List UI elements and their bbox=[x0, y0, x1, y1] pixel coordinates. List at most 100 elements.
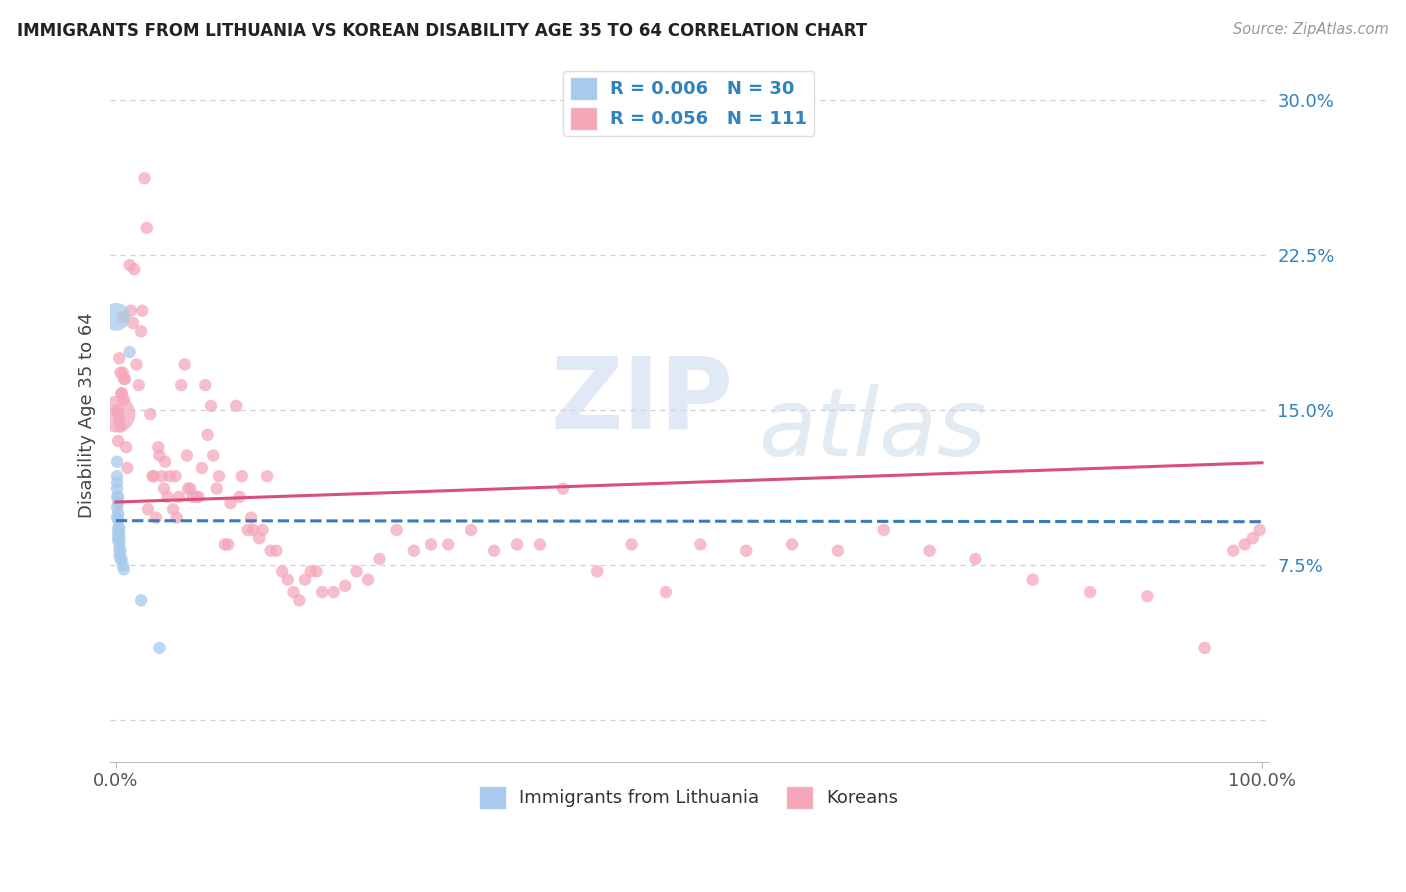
Point bbox=[105, 482, 128, 496]
Point bbox=[136, 502, 159, 516]
Point bbox=[1241, 531, 1264, 545]
Point bbox=[107, 513, 129, 527]
Point bbox=[194, 378, 217, 392]
Point bbox=[277, 573, 299, 587]
Point bbox=[105, 469, 128, 483]
Point bbox=[153, 482, 176, 496]
Text: atlas: atlas bbox=[758, 384, 987, 475]
Point bbox=[299, 565, 322, 579]
Point bbox=[107, 521, 129, 535]
Point bbox=[166, 510, 188, 524]
Point bbox=[965, 552, 987, 566]
Point bbox=[170, 378, 193, 392]
Point bbox=[506, 537, 529, 551]
Point bbox=[1249, 523, 1271, 537]
Point bbox=[128, 378, 150, 392]
Point bbox=[107, 496, 129, 510]
Point bbox=[217, 537, 239, 551]
Point bbox=[252, 523, 274, 537]
Point bbox=[110, 543, 132, 558]
Point bbox=[111, 552, 134, 566]
Point bbox=[108, 521, 131, 535]
Point bbox=[1136, 589, 1159, 603]
Point bbox=[105, 407, 128, 421]
Point bbox=[283, 585, 305, 599]
Point bbox=[208, 469, 231, 483]
Point bbox=[1222, 543, 1244, 558]
Point bbox=[266, 543, 288, 558]
Point bbox=[177, 482, 200, 496]
Point bbox=[117, 461, 139, 475]
Point bbox=[108, 531, 131, 545]
Point bbox=[111, 366, 134, 380]
Point bbox=[108, 413, 131, 427]
Text: ZIP: ZIP bbox=[550, 352, 733, 450]
Point bbox=[620, 537, 643, 551]
Point bbox=[110, 419, 132, 434]
Point bbox=[112, 562, 135, 576]
Legend: Immigrants from Lithuania, Koreans: Immigrants from Lithuania, Koreans bbox=[472, 780, 905, 815]
Point bbox=[256, 469, 278, 483]
Point bbox=[112, 372, 135, 386]
Point bbox=[108, 351, 131, 366]
Point bbox=[420, 537, 443, 551]
Point bbox=[105, 510, 128, 524]
Point bbox=[402, 543, 425, 558]
Point bbox=[460, 523, 482, 537]
Point bbox=[346, 565, 368, 579]
Point bbox=[780, 537, 803, 551]
Point bbox=[122, 262, 145, 277]
Point bbox=[153, 455, 176, 469]
Point bbox=[148, 640, 170, 655]
Point bbox=[118, 345, 141, 359]
Y-axis label: Disability Age 35 to 64: Disability Age 35 to 64 bbox=[79, 312, 96, 518]
Point bbox=[108, 527, 131, 541]
Point bbox=[159, 469, 181, 483]
Point bbox=[111, 386, 134, 401]
Point bbox=[148, 449, 170, 463]
Point bbox=[225, 399, 247, 413]
Point bbox=[105, 475, 128, 490]
Point bbox=[105, 403, 128, 417]
Point bbox=[259, 543, 281, 558]
Point bbox=[108, 535, 131, 549]
Point bbox=[322, 585, 344, 599]
Point bbox=[240, 510, 263, 524]
Point bbox=[112, 392, 135, 407]
Point bbox=[111, 386, 134, 401]
Point bbox=[150, 469, 173, 483]
Point bbox=[111, 558, 134, 573]
Point bbox=[242, 523, 264, 537]
Point bbox=[110, 366, 132, 380]
Point bbox=[129, 324, 152, 338]
Point bbox=[735, 543, 758, 558]
Point bbox=[197, 427, 219, 442]
Point bbox=[125, 358, 148, 372]
Point bbox=[231, 469, 253, 483]
Point bbox=[311, 585, 333, 599]
Point bbox=[167, 490, 190, 504]
Point bbox=[107, 529, 129, 543]
Point bbox=[827, 543, 849, 558]
Point bbox=[118, 258, 141, 272]
Point bbox=[247, 531, 270, 545]
Point bbox=[219, 496, 242, 510]
Point bbox=[200, 399, 222, 413]
Point bbox=[139, 407, 162, 421]
Point bbox=[205, 482, 228, 496]
Point bbox=[333, 579, 356, 593]
Point bbox=[873, 523, 896, 537]
Text: IMMIGRANTS FROM LITHUANIA VS KOREAN DISABILITY AGE 35 TO 64 CORRELATION CHART: IMMIGRANTS FROM LITHUANIA VS KOREAN DISA… bbox=[17, 22, 868, 40]
Point bbox=[1194, 640, 1216, 655]
Point bbox=[202, 449, 225, 463]
Point bbox=[1233, 537, 1256, 551]
Point bbox=[271, 565, 294, 579]
Point bbox=[187, 490, 209, 504]
Point bbox=[108, 548, 131, 562]
Point bbox=[114, 372, 136, 386]
Point bbox=[162, 502, 184, 516]
Point bbox=[368, 552, 391, 566]
Point bbox=[120, 303, 142, 318]
Point bbox=[142, 469, 165, 483]
Point bbox=[228, 490, 250, 504]
